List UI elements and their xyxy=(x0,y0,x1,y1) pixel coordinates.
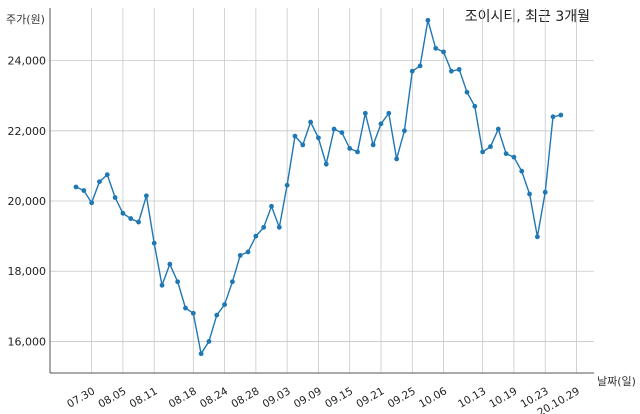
x-tick-label: 09.25 xyxy=(386,385,418,410)
x-tick-label: 08.24 xyxy=(198,385,230,411)
data-point xyxy=(425,17,431,23)
data-point xyxy=(292,133,298,139)
data-point xyxy=(276,224,282,230)
x-tick-label: 08.28 xyxy=(229,385,261,410)
axes xyxy=(49,8,594,374)
data-point xyxy=(81,188,87,193)
data-point xyxy=(284,182,290,188)
data-point xyxy=(253,233,259,239)
x-tick-label: 08.05 xyxy=(96,385,128,410)
x-tick-label: 10.06 xyxy=(417,385,449,411)
x-tick-label: 09.21 xyxy=(354,385,386,410)
data-point xyxy=(394,156,400,162)
x-tick-labels: 07.30 08.05 08.11 08.18 08.24 08.28 09.03 09.09… xyxy=(65,385,582,414)
data-point xyxy=(269,203,274,209)
data-point xyxy=(151,240,157,246)
data-point xyxy=(347,145,353,151)
data-point xyxy=(237,253,243,258)
data-point xyxy=(495,126,501,132)
data-point xyxy=(112,195,118,200)
data-point xyxy=(73,184,79,190)
x-tick-label: 10.13 xyxy=(456,385,488,410)
data-point xyxy=(323,161,329,167)
data-point xyxy=(245,249,251,255)
gridlines xyxy=(50,8,594,373)
data-point xyxy=(456,67,462,72)
data-point xyxy=(464,89,470,95)
x-tick-label: 07.30 xyxy=(65,385,97,410)
data-point xyxy=(104,172,110,178)
data-point xyxy=(534,234,540,240)
y-tick-label: 16,000 xyxy=(8,335,47,348)
y-axis-label: 주가(원) xyxy=(6,13,45,26)
data-point xyxy=(480,149,486,155)
data-point xyxy=(370,142,376,148)
data-point xyxy=(503,151,509,157)
data-point xyxy=(230,279,235,285)
data-point xyxy=(441,49,446,55)
data-point xyxy=(190,310,196,316)
data-point xyxy=(550,114,556,120)
data-point xyxy=(511,154,517,160)
data-point xyxy=(300,142,306,148)
data-point xyxy=(120,210,126,216)
data-point xyxy=(175,279,181,285)
data-point xyxy=(308,119,313,125)
data-point xyxy=(331,126,337,132)
y-tick-label: 22,000 xyxy=(8,125,47,138)
data-point xyxy=(386,110,392,116)
data-point xyxy=(89,200,95,206)
data-point xyxy=(222,302,227,307)
data-point xyxy=(136,219,141,225)
x-tick-label: 10.19 xyxy=(487,385,519,410)
x-axis-label: 날짜(일) xyxy=(597,374,636,388)
data-point xyxy=(355,149,360,155)
data-point xyxy=(488,144,493,150)
data-point xyxy=(97,179,102,185)
x-tick-label: 09.03 xyxy=(261,385,293,410)
x-tick-label: 09.09 xyxy=(292,385,324,410)
data-point xyxy=(472,103,478,109)
data-point xyxy=(519,168,525,174)
x-tick-label: 08.18 xyxy=(167,385,199,410)
x-tick-label: 09.15 xyxy=(323,385,355,410)
y-tick-label: 24,000 xyxy=(8,55,47,68)
data-point xyxy=(159,282,165,288)
data-point xyxy=(183,305,188,311)
data-point xyxy=(527,191,532,197)
data-point xyxy=(402,128,407,134)
data-point xyxy=(128,216,134,221)
data-point xyxy=(448,68,454,74)
data-point xyxy=(362,110,368,116)
data-point xyxy=(542,189,548,195)
x-tick-label: 08.11 xyxy=(128,385,160,410)
data-point xyxy=(339,130,345,135)
data-point xyxy=(198,351,204,357)
data-point xyxy=(378,121,384,127)
data-point xyxy=(417,63,423,69)
data-point xyxy=(143,193,149,199)
data-point xyxy=(261,224,267,230)
y-tick-label: 18,000 xyxy=(8,265,47,278)
data-point xyxy=(206,339,212,344)
chart-title: 조이시티, 최근 3개월 xyxy=(465,9,590,25)
data-point xyxy=(167,261,173,267)
price-series xyxy=(73,17,564,357)
data-point xyxy=(558,112,564,118)
data-point xyxy=(433,45,439,51)
y-tick-label: 20,000 xyxy=(8,195,47,208)
y-tick-labels: 16,000 18,000 20,000 22,000 24,000 xyxy=(8,55,47,349)
data-point xyxy=(409,68,415,74)
data-point xyxy=(214,312,220,318)
data-point xyxy=(316,135,321,141)
